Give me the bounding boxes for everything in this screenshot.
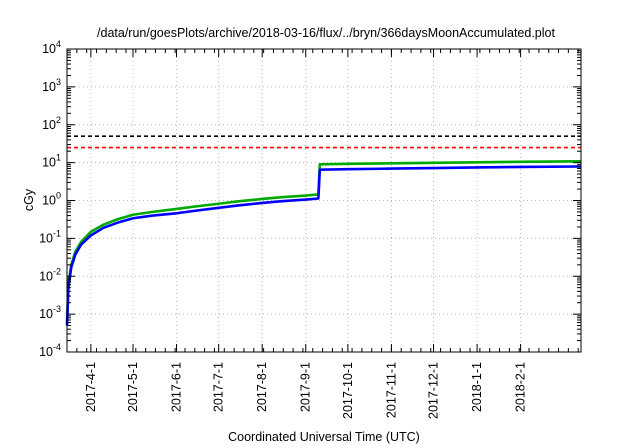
x-axis-label: Coordinated Universal Time (UTC) — [228, 430, 420, 444]
y-tick-exponent: 0 — [56, 191, 61, 201]
y-tick-base: 10 — [42, 80, 56, 94]
y-tick-base: 10 — [42, 42, 56, 56]
y-tick-base: 10 — [39, 345, 53, 359]
y-tick-label: 10-4 — [39, 342, 61, 359]
y-tick-label: 100 — [42, 191, 61, 208]
x-tick-label: 2018-1-1 — [470, 362, 484, 412]
x-tick-label: 2017-7-1 — [212, 362, 226, 412]
y-tick-exponent: 3 — [56, 77, 61, 87]
y-tick-label: 101 — [42, 153, 61, 170]
y-tick-label: 10-2 — [39, 266, 61, 283]
series-lines — [65, 160, 582, 326]
grid — [67, 49, 581, 352]
x-tick-label: 2017-6-1 — [170, 362, 184, 412]
y-tick-base: 10 — [39, 231, 53, 245]
x-tick-label: 2017-10-1 — [341, 362, 355, 419]
y-tick-exponent: -3 — [53, 304, 61, 314]
y-tick-label: 10-1 — [39, 228, 61, 245]
x-tick-label: 2017-11-1 — [384, 362, 398, 418]
x-tick-label: 2018-2-1 — [514, 362, 528, 412]
y-tick-label: 102 — [42, 115, 61, 132]
y-tick-base: 10 — [42, 118, 56, 132]
y-tick-exponent: -2 — [53, 266, 61, 276]
x-tick-label: 2017-8-1 — [255, 362, 269, 412]
x-tick-label: 2017-4-1 — [84, 362, 98, 412]
x-tick-label: 2017-12-1 — [427, 362, 441, 419]
y-tick-exponent: -1 — [53, 228, 61, 238]
series-line — [65, 165, 582, 326]
chart-title: /data/run/goesPlots/archive/2018-03-16/f… — [97, 26, 555, 40]
y-tick-exponent: 4 — [56, 39, 61, 49]
y-axis-label: cGy — [22, 188, 36, 211]
y-tick-label: 104 — [42, 39, 61, 56]
y-tick-exponent: 2 — [56, 115, 61, 125]
threshold-lines — [67, 135, 581, 149]
y-tick-exponent: -4 — [53, 342, 61, 352]
x-tick-label: 2017-5-1 — [126, 362, 140, 412]
y-tick-exponent: 1 — [56, 153, 61, 163]
y-tick-base: 10 — [39, 307, 53, 321]
y-tick-base: 10 — [42, 194, 56, 208]
y-tick-base: 10 — [42, 156, 56, 170]
series-line — [65, 160, 582, 323]
x-tick-labels: 2017-4-1 2017-5-1 2017-6-1 2017-7-1 2017-8-1… — [84, 362, 528, 419]
y-tick-base: 10 — [39, 269, 53, 283]
axis-ticks — [66, 48, 581, 353]
x-tick-label: 2017-9-1 — [299, 362, 313, 412]
y-tick-label: 10-3 — [39, 304, 61, 321]
y-tick-label: 103 — [42, 77, 61, 94]
